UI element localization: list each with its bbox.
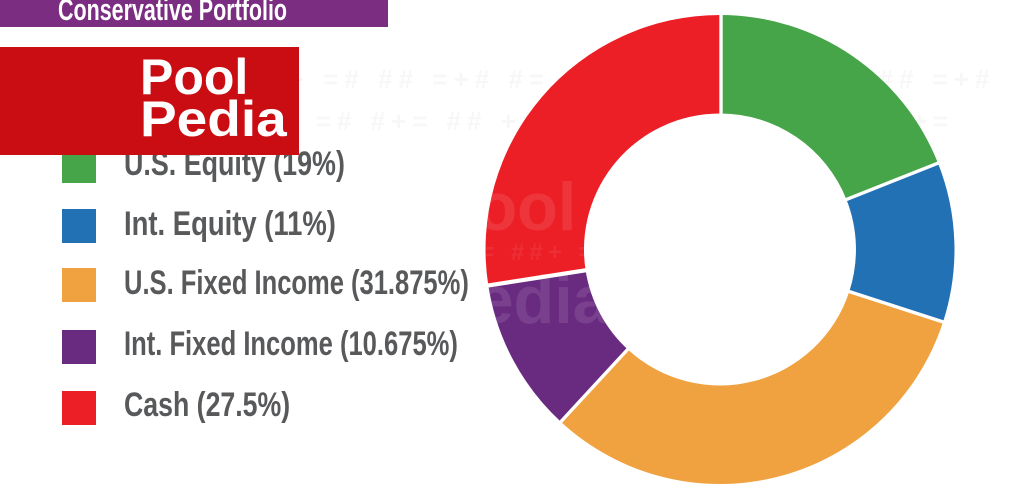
svg-text:Pool: Pool (432, 169, 576, 245)
